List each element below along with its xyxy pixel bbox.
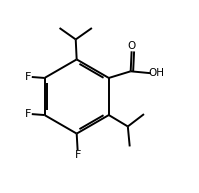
Text: F: F bbox=[74, 150, 81, 160]
Text: O: O bbox=[128, 41, 136, 51]
Text: OH: OH bbox=[149, 68, 165, 78]
Text: F: F bbox=[25, 109, 31, 119]
Text: F: F bbox=[25, 72, 31, 82]
